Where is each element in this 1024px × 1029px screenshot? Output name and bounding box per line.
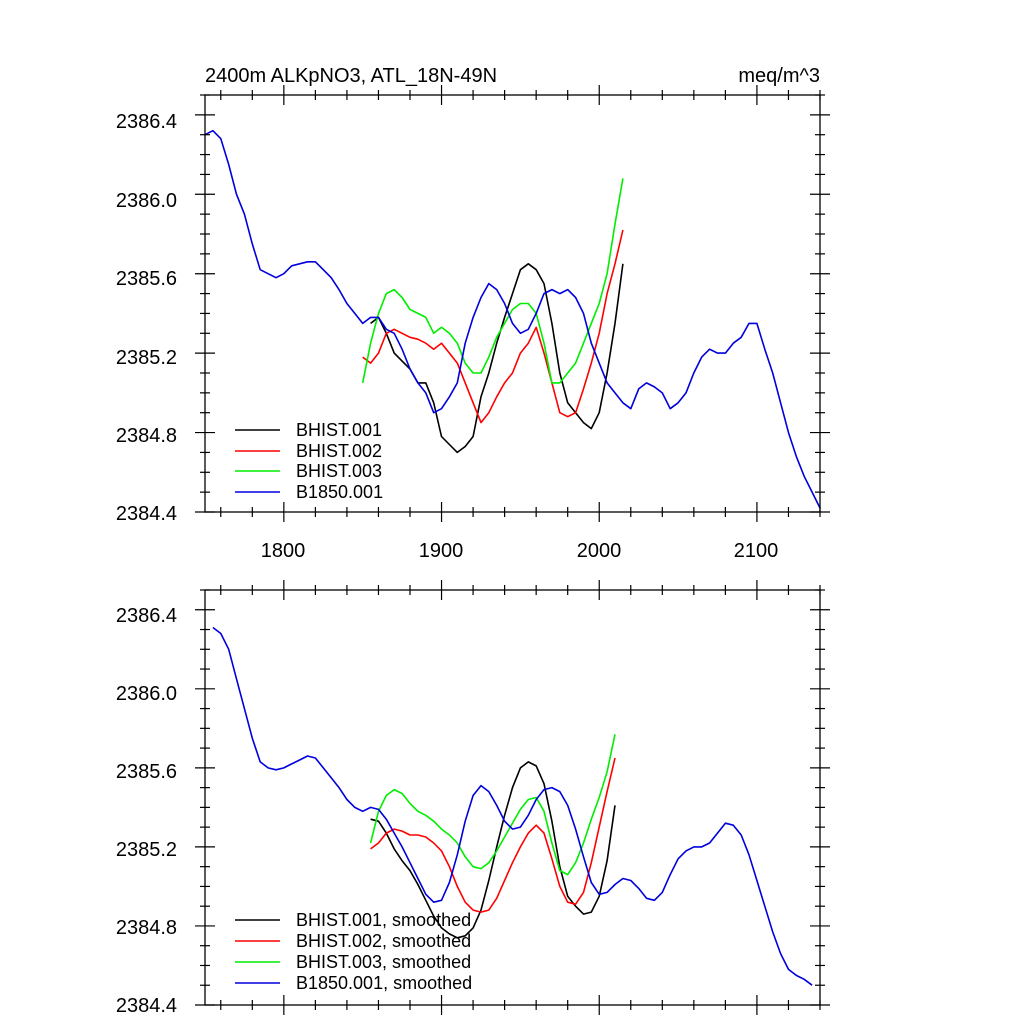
series-line-b1850-001-smoothed <box>212 626 813 986</box>
plot-frame-top <box>204 94 821 513</box>
series-line-bhist-002-smoothed <box>370 757 616 913</box>
legend-label-bhist-001-smoothed: BHIST.001, smoothed <box>296 910 471 930</box>
bottom-panel: 2386.4 2386.0 2385.6 2385.2 2384.8 2384.… <box>116 580 830 1017</box>
y-tick-label: 2385.2 <box>116 347 177 369</box>
legend-top: BHIST.001 BHIST.002 BHIST.003 B1850.001 <box>235 420 383 502</box>
chart-title: 2400m ALKpNO3, ATL_18N-49N <box>205 65 497 87</box>
y-tick-label: 2386.0 <box>116 190 177 212</box>
x-tick-label: 2100 <box>734 540 779 562</box>
legend-label-bhist-003: BHIST.003 <box>296 461 382 481</box>
ticks-layer-top <box>195 85 830 522</box>
legend-bottom: BHIST.001, smoothed BHIST.002, smoothed … <box>235 910 472 993</box>
legend-label-b1850-001-smoothed: B1850.001, smoothed <box>296 973 472 993</box>
legend-label-bhist-002: BHIST.002 <box>296 441 382 461</box>
y-tick-label: 2384.8 <box>116 425 177 447</box>
series-line-b1850-001 <box>204 129 821 509</box>
series-line-bhist-003 <box>361 178 624 384</box>
legend-label-bhist-002-smoothed: BHIST.002, smoothed <box>296 931 471 951</box>
x-tick-label: 1800 <box>261 540 306 562</box>
y-tick-label: 2384.4 <box>116 503 177 525</box>
series-layer-top <box>204 129 821 509</box>
y-tick-label: 2385.6 <box>116 268 177 290</box>
series-line-bhist-003-smoothed <box>369 734 616 876</box>
y-tick-labels-bottom: 2386.4 2386.0 2385.6 2385.2 2384.8 2384.… <box>116 605 177 1017</box>
legend-label-b1850-001: B1850.001 <box>296 482 383 502</box>
series-line-bhist-001 <box>370 263 624 454</box>
legend-label-bhist-003-smoothed: BHIST.003, smoothed <box>296 952 471 972</box>
legend-label-bhist-001: BHIST.001 <box>296 420 382 440</box>
y-tick-label: 2384.4 <box>116 995 177 1017</box>
top-panel: 2386.4 2386.0 2385.6 2385.2 2384.8 2384.… <box>116 85 830 562</box>
y-tick-label: 2385.6 <box>116 761 177 783</box>
chart-units: meq/m^3 <box>738 65 820 87</box>
y-tick-labels-top: 2386.4 2386.0 2385.6 2385.2 2384.8 2384.… <box>116 111 177 525</box>
x-tick-label: 2000 <box>577 540 622 562</box>
y-tick-label: 2385.2 <box>116 839 177 861</box>
plot-frame-bottom <box>204 589 821 1006</box>
series-line-bhist-002 <box>362 229 624 424</box>
series-layer-bottom <box>212 626 813 986</box>
y-tick-label: 2386.4 <box>116 605 177 627</box>
y-tick-label: 2386.4 <box>116 111 177 133</box>
x-tick-labels-top: 1800 1900 2000 2100 <box>261 540 779 562</box>
y-tick-label: 2386.0 <box>116 683 177 705</box>
y-tick-label: 2384.8 <box>116 917 177 939</box>
ticks-layer-bottom <box>195 580 830 1015</box>
x-tick-label: 1900 <box>419 540 464 562</box>
